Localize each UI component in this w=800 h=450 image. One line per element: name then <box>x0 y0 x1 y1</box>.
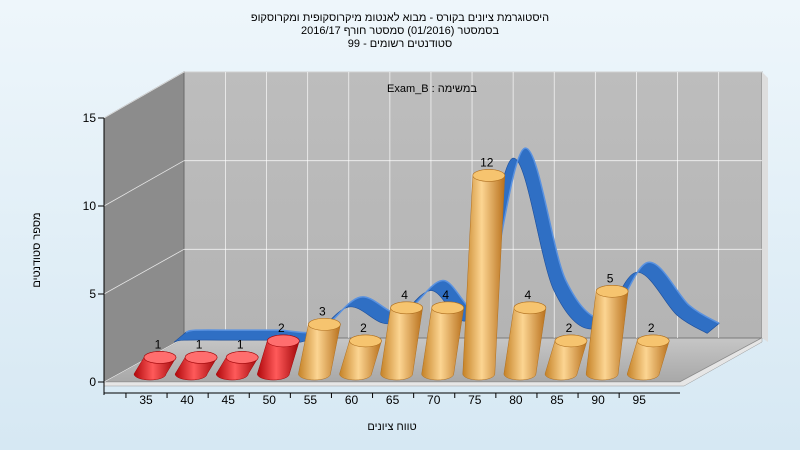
y-axis: 0 5 10 15 <box>83 111 105 395</box>
x-tick-label: 35 <box>139 393 153 407</box>
grid-line-left <box>103 160 185 207</box>
bar-cap <box>390 301 423 315</box>
bar-cap <box>431 301 465 315</box>
bar: 1 <box>215 337 259 381</box>
bar-value-label: 2 <box>566 321 573 335</box>
bar-cap <box>513 301 547 315</box>
bar-cap <box>595 284 629 298</box>
bar-cap <box>225 351 259 364</box>
bar-value-label: 4 <box>525 288 532 302</box>
x-tick-label: 45 <box>222 393 236 407</box>
bar-cap <box>554 334 588 348</box>
bar-value-label: 5 <box>607 271 614 285</box>
bar: 2 <box>626 321 670 381</box>
grid-line-left <box>103 71 185 119</box>
bar: 1 <box>174 337 218 381</box>
y-tick-label: 15 <box>83 111 97 125</box>
x-tick-label: 50 <box>263 393 277 407</box>
bar: 2 <box>339 321 382 381</box>
bar-value-label: 12 <box>480 155 494 169</box>
x-tick-label: 65 <box>386 393 400 407</box>
chart-title-line-3: סטודנטים רשומים - 99 <box>347 38 453 50</box>
bar: 2 <box>544 321 588 381</box>
x-axis: 35 40 45 50 55 60 65 70 75 80 85 90 95 <box>104 392 680 407</box>
y-axis-title: מספר סטודנטים <box>31 212 43 287</box>
x-tick-label: 85 <box>550 393 564 407</box>
bar: 2 <box>257 321 300 381</box>
bar-cap <box>266 334 300 348</box>
left-wall <box>103 71 185 383</box>
x-tick-label: 95 <box>633 393 647 407</box>
bar-cap <box>184 351 218 364</box>
x-tick-label: 60 <box>345 393 359 407</box>
bar-value-label: 4 <box>401 288 408 302</box>
bar: 4 <box>380 288 423 381</box>
bar-cap <box>308 318 341 331</box>
bar: 1 <box>133 337 177 381</box>
bar-cap <box>349 334 382 348</box>
x-tick-label: 55 <box>304 393 318 407</box>
bar-value-label: 1 <box>155 337 162 351</box>
bar-value-label: 2 <box>278 321 285 335</box>
y-tick-label: 0 <box>89 375 96 389</box>
bar-value-label: 3 <box>319 304 326 318</box>
bar-cap <box>143 351 177 364</box>
chart-title-line-2: בסמסטר (01/2016) סמסטר חורף 2016/17 <box>300 25 500 37</box>
inner-task-label: Exam_B : במשימה <box>387 83 477 95</box>
bar: 4 <box>421 288 465 381</box>
x-tick-label: 70 <box>427 393 441 407</box>
y-tick-label: 5 <box>89 287 96 301</box>
bar-value-label: 1 <box>237 337 244 351</box>
x-axis-title: טווח ציונים <box>367 421 416 433</box>
bar-value-label: 2 <box>648 321 655 335</box>
y-tick-label: 10 <box>83 199 97 213</box>
chart-title-line-1: היסטוגרמת ציונים בקורס - מבוא לאנטומ מיק… <box>250 12 550 24</box>
wall-right-edge <box>762 72 768 342</box>
x-tick-label: 90 <box>591 393 605 407</box>
bar-cap <box>636 334 670 348</box>
x-tick-label: 80 <box>509 393 523 407</box>
bar: 5 <box>585 271 629 381</box>
bar-value-label: 2 <box>360 321 367 335</box>
x-tick-label: 75 <box>468 393 482 407</box>
bar: 4 <box>503 288 547 381</box>
x-tick-label: 40 <box>180 393 194 407</box>
grid-line-left <box>103 248 185 295</box>
bar: 12 <box>462 155 506 381</box>
bar-cap <box>472 169 506 182</box>
bar-value-label: 4 <box>442 288 449 302</box>
bar-value-label: 1 <box>196 337 203 351</box>
bar: 3 <box>298 304 341 381</box>
